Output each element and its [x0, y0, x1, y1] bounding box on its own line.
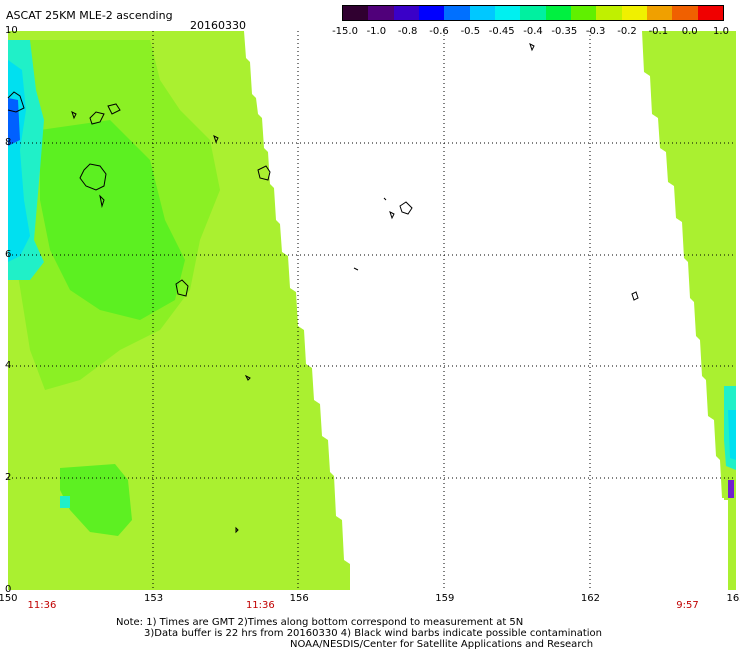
x-tick-label: 150: [0, 593, 18, 604]
colorbar-swatch: [343, 6, 369, 20]
colorbar-swatch: [621, 6, 647, 20]
y-tick-label: 6: [5, 248, 12, 260]
map-title: ASCAT 25KM MLE-2 ascending: [6, 9, 173, 22]
left-swath-deep-south: [60, 464, 132, 536]
colorbar-swatch: [494, 6, 521, 20]
left-edge-blue: [8, 98, 20, 146]
note-line-3: NOAA/NESDIS/Center for Satellite Applica…: [290, 639, 594, 650]
y-tick-label: 2: [5, 472, 12, 484]
x-tick-label: 159: [435, 593, 455, 604]
y-tick-label: 0: [5, 584, 12, 595]
colorbar-label: -0.1: [648, 26, 669, 37]
left-edge-cyan-south: [60, 496, 70, 508]
map-date: 20160330: [190, 19, 246, 32]
right-edge-cyan2: [728, 410, 736, 460]
colorbar: [342, 5, 724, 21]
left-swath-deep: [40, 120, 185, 320]
colorbar-swatch: [646, 6, 673, 20]
colorbar-label: -0.35: [551, 26, 578, 37]
colorbar-swatch: [469, 6, 495, 20]
pass-time-label: 11:36: [245, 600, 275, 611]
colorbar-swatch: [418, 6, 445, 20]
y-tick-label: 10: [5, 25, 18, 36]
colorbar-swatch: [672, 6, 698, 20]
x-tick-label: 162: [580, 593, 600, 604]
colorbar-label: -0.3: [585, 26, 606, 37]
colorbar-label: -0.45: [488, 26, 515, 37]
colorbar-label: -0.5: [460, 26, 481, 37]
pass-time-label: 11:36: [27, 600, 57, 611]
x-tick-label: 165: [726, 593, 740, 604]
colorbar-label: -15.0: [332, 26, 358, 37]
y-tick-label: 4: [5, 360, 12, 372]
colorbar-swatch: [596, 6, 622, 20]
colorbar-label: -0.2: [617, 26, 637, 37]
y-tick-label: 8: [5, 136, 12, 148]
colorbar-label: -0.6: [429, 26, 449, 37]
colorbar-label: -0.8: [397, 26, 418, 37]
colorbar-swatch: [570, 6, 597, 20]
colorbar-label: 1.0: [713, 26, 729, 37]
colorbar-swatch: [444, 6, 470, 20]
colorbar-swatch: [520, 6, 546, 20]
note-line-1: Note: 1) Times are GMT 2)Times along bot…: [116, 617, 524, 628]
coastlines: [7, 43, 639, 534]
pass-time-label: 9:57: [676, 600, 699, 611]
colorbar-swatch: [697, 6, 723, 20]
colorbar-label: -0.4: [523, 26, 543, 37]
colorbar-label: 0.0: [681, 26, 698, 37]
colorbar-swatch: [393, 6, 419, 20]
note-line-2: 3)Data buffer is 22 hrs from 20160330 4)…: [144, 628, 602, 639]
colorbar-swatch: [368, 6, 394, 20]
grid-lines: [8, 31, 736, 590]
colorbar-swatch: [545, 6, 571, 20]
x-tick-label: 156: [289, 593, 309, 604]
x-tick-label: 153: [144, 593, 164, 604]
right-swath-body: [640, 31, 736, 500]
colorbar-label: -1.0: [366, 26, 387, 37]
right-edge-purple: [728, 480, 734, 498]
